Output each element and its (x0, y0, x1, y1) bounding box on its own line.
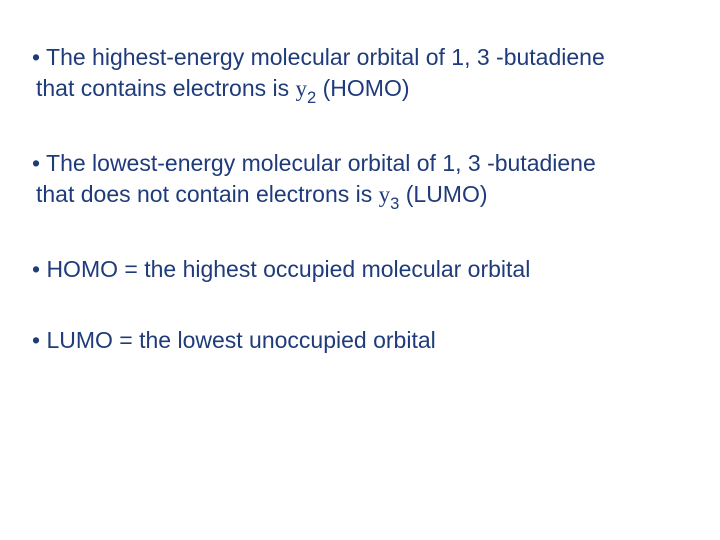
bullet-2-line2: that does not contain electrons is y3 (L… (32, 179, 688, 214)
bullet-1-line2-suffix: (HOMO) (316, 75, 409, 101)
psi-symbol-1: y (296, 76, 308, 101)
bullet-1: • The highest-energy molecular orbital o… (32, 42, 688, 108)
bullet-2-line1: • The lowest-energy molecular orbital of… (32, 150, 596, 176)
bullet-3: • HOMO = the highest occupied molecular … (32, 254, 688, 285)
bullet-4-text: • LUMO = the lowest unoccupied orbital (32, 327, 436, 353)
psi-symbol-2: y (379, 182, 391, 207)
bullet-1-line1: • The highest-energy molecular orbital o… (32, 44, 605, 70)
bullet-2: • The lowest-energy molecular orbital of… (32, 148, 688, 214)
bullet-4: • LUMO = the lowest unoccupied orbital (32, 325, 688, 356)
bullet-1-line2-prefix: that contains electrons is (36, 75, 296, 101)
psi-subscript-2: 3 (390, 194, 399, 213)
bullet-1-line2: that contains electrons is y2 (HOMO) (32, 73, 688, 108)
slide-content: • The highest-energy molecular orbital o… (0, 0, 720, 356)
bullet-2-line2-suffix: (LUMO) (399, 181, 487, 207)
bullet-2-line2-prefix: that does not contain electrons is (36, 181, 379, 207)
bullet-3-text: • HOMO = the highest occupied molecular … (32, 256, 530, 282)
psi-subscript-1: 2 (307, 88, 316, 107)
